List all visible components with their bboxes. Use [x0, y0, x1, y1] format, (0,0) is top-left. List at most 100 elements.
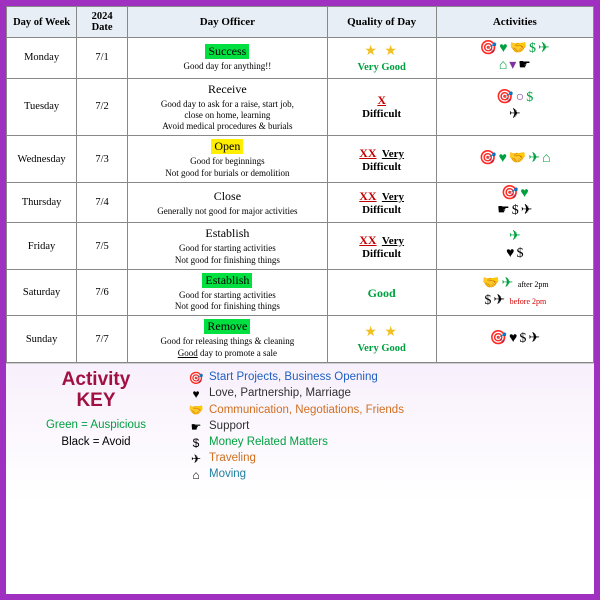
key-item: 🎯 Start Projects, Business Opening — [188, 370, 584, 386]
table-row: Saturday7/6 Establish Good for starting ac… — [7, 269, 594, 316]
cell-officer: Establish Good for starting activitiesNot… — [128, 269, 328, 316]
header-activities: Activities — [436, 7, 593, 38]
header-quality: Quality of Day — [327, 7, 436, 38]
cell-officer: Remove Good for releasing things & cleani… — [128, 316, 328, 363]
key-text: Traveling — [209, 451, 256, 467]
cell-activities: 🎯○$✈ — [436, 78, 593, 136]
table-row: Wednesday7/3 Open Good for beginningsNot g… — [7, 136, 594, 183]
cell-date: 7/3 — [77, 136, 128, 183]
quality-label: Difficult — [332, 161, 432, 173]
cell-activities: 🎯♥🤝✈⌂ — [436, 136, 593, 183]
cell-officer: Success Good day for anything!! — [128, 38, 328, 79]
cell-activities: 🎯♥$✈ — [436, 316, 593, 363]
key-legend: Green = Auspicious Black = Avoid — [16, 417, 176, 452]
key-item: ♥ Love, Partnership, Marriage — [188, 386, 584, 402]
header-officer: Day Officer — [128, 7, 328, 38]
calendar-table: Day of Week 2024 Date Day Officer Qualit… — [6, 6, 594, 363]
cell-date: 7/6 — [77, 269, 128, 316]
cell-day: Wednesday — [7, 136, 77, 183]
activity-key-section: ActivityKEY Green = Auspicious Black = A… — [6, 363, 594, 594]
key-icon: ⌂ — [188, 467, 204, 483]
key-icon: 🤝 — [188, 402, 204, 418]
key-icon: ☛ — [188, 419, 204, 435]
cell-activities: 🤝✈ after 2pm$✈ before 2pm — [436, 269, 593, 316]
key-title: ActivityKEY — [16, 370, 176, 412]
officer-desc: Good day to ask for a raise, start job,c… — [132, 99, 323, 133]
key-item: ☛ Support — [188, 419, 584, 435]
header-row: Day of Week 2024 Date Day Officer Qualit… — [7, 7, 594, 38]
officer-desc: Generally not good for major activities — [132, 206, 323, 217]
officer-desc: Good day for anything!! — [132, 61, 323, 72]
quality-label: Good — [332, 286, 432, 301]
key-text: Love, Partnership, Marriage — [209, 386, 351, 402]
key-icon: $ — [188, 435, 204, 451]
key-text: Start Projects, Business Opening — [209, 370, 378, 386]
legend-black: Black = Avoid — [61, 436, 130, 448]
officer-name: Receive — [205, 82, 250, 97]
officer-name: Open — [211, 139, 243, 154]
key-icon: ✈ — [188, 451, 204, 467]
cell-officer: Open Good for beginningsNot good for buri… — [128, 136, 328, 183]
key-item: ⌂ Moving — [188, 467, 584, 483]
quality-line1: XX Very — [332, 189, 432, 204]
cell-officer: Establish Good for starting activitiesNot… — [128, 223, 328, 270]
x-mark: X — [332, 93, 432, 108]
cell-date: 7/5 — [77, 223, 128, 270]
quality-label: Difficult — [332, 204, 432, 216]
header-day: Day of Week — [7, 7, 77, 38]
cell-day: Sunday — [7, 316, 77, 363]
key-item: 🤝 Communication, Negotiations, Friends — [188, 402, 584, 418]
legend-green: Green = Auspicious — [46, 419, 146, 431]
key-item: $Money Related Matters — [188, 435, 584, 451]
table-row: Monday7/1 Success Good day for anything!! ★… — [7, 38, 594, 79]
cell-quality: Good — [327, 269, 436, 316]
cell-date: 7/7 — [77, 316, 128, 363]
officer-name: Success — [205, 44, 249, 59]
key-text: Moving — [209, 467, 246, 483]
key-right: 🎯 Start Projects, Business Opening ♥ Love, … — [176, 370, 584, 590]
quality-line1: XX Very — [332, 233, 432, 248]
key-icon: 🎯 — [188, 370, 204, 386]
key-text: Support — [209, 419, 249, 435]
key-left: ActivityKEY Green = Auspicious Black = A… — [16, 370, 176, 590]
key-text: Communication, Negotiations, Friends — [209, 403, 404, 419]
quality-label: Difficult — [332, 248, 432, 260]
table-row: Tuesday7/2 Receive Good day to ask for a r… — [7, 78, 594, 136]
officer-desc: Good for releasing things & cleaningGood… — [132, 336, 323, 359]
table-row: Thursday7/4CloseGenerally not good for m… — [7, 182, 594, 223]
quality-label: Very Good — [332, 343, 432, 354]
officer-name: Remove — [204, 319, 250, 334]
cell-day: Friday — [7, 223, 77, 270]
key-icon: ♥ — [188, 386, 204, 402]
cell-activities: ✈♥$ — [436, 223, 593, 270]
cell-date: 7/1 — [77, 38, 128, 79]
quality-line1: XX Very — [332, 146, 432, 161]
officer-name: Establish — [202, 226, 252, 241]
cell-day: Thursday — [7, 182, 77, 223]
officer-desc: Good for beginningsNot good for burials … — [132, 156, 323, 179]
cell-quality: ★ ★ Very Good — [327, 316, 436, 363]
header-date: 2024 Date — [77, 7, 128, 38]
cell-quality: XX VeryDifficult — [327, 182, 436, 223]
cell-day: Monday — [7, 38, 77, 79]
table-row: Sunday7/7 Remove Good for releasing things… — [7, 316, 594, 363]
cell-quality: XX VeryDifficult — [327, 136, 436, 183]
cell-quality: XX VeryDifficult — [327, 223, 436, 270]
cell-date: 7/4 — [77, 182, 128, 223]
key-item: ✈ Traveling — [188, 451, 584, 467]
cell-quality: ★ ★ Very Good — [327, 38, 436, 79]
calendar-frame: Day of Week 2024 Date Day Officer Qualit… — [0, 0, 600, 600]
cell-day: Saturday — [7, 269, 77, 316]
quality-label: Difficult — [332, 108, 432, 120]
cell-officer: CloseGenerally not good for major activi… — [128, 182, 328, 223]
cell-quality: XDifficult — [327, 78, 436, 136]
star-icon: ★ ★ — [332, 43, 432, 60]
cell-activities: 🎯♥☛$✈ — [436, 182, 593, 223]
star-icon: ★ ★ — [332, 324, 432, 341]
cell-day: Tuesday — [7, 78, 77, 136]
officer-name: Establish — [202, 273, 252, 288]
officer-desc: Good for starting activitiesNot good for… — [132, 290, 323, 313]
officer-desc: Good for starting activitiesNot good for… — [132, 243, 323, 266]
quality-label: Very Good — [332, 62, 432, 73]
cell-date: 7/2 — [77, 78, 128, 136]
